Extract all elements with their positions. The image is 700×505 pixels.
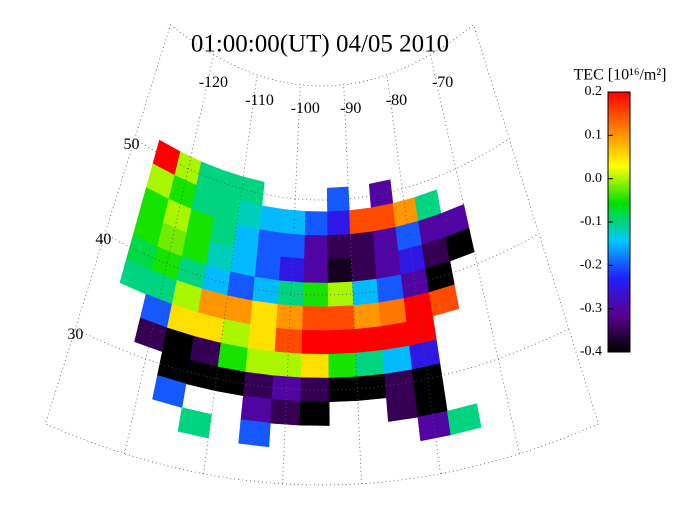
meridian-label: -90	[340, 100, 361, 117]
tec-cell	[328, 352, 357, 379]
tec-cell	[300, 353, 330, 379]
colorbar-tick-label: -0.4	[580, 344, 602, 359]
tec-cell	[259, 205, 285, 234]
tec-cell	[238, 419, 271, 448]
tec-cell	[370, 203, 396, 232]
meridian-label: -100	[291, 100, 320, 117]
tec-cell	[240, 395, 273, 424]
parallel	[104, 233, 540, 296]
tec-cell	[378, 298, 407, 327]
graticule: -120 -110 -100 -90 -80 -70 30 40 50	[45, 24, 599, 486]
colorbar: 0.2 0.1 0.0 -0.1 -0.2 -0.3 -0.4	[580, 84, 631, 359]
tec-cell	[351, 255, 378, 283]
tec-cell	[302, 306, 329, 331]
parallel-label: 30	[67, 326, 83, 343]
tec-cell	[276, 304, 304, 331]
colorbar-label: TEC [10¹⁶/m²]	[574, 67, 667, 84]
tec-cell	[299, 401, 330, 426]
meridian	[282, 84, 301, 484]
meridian-label: -120	[199, 74, 228, 91]
tec-cell	[368, 179, 394, 209]
colorbar-tick-label: -0.2	[580, 258, 602, 273]
tec-cell	[350, 231, 376, 259]
tec-cell	[384, 369, 416, 399]
tec-cell	[177, 407, 212, 439]
tec-cell	[274, 327, 303, 355]
tec-cell	[352, 278, 380, 306]
colorbar-tick-label: 0.0	[585, 171, 603, 186]
tec-cell	[327, 210, 351, 236]
tec-cell	[372, 226, 399, 256]
tec-cell	[279, 256, 305, 283]
meridian-label: -80	[386, 92, 407, 109]
tec-cell	[353, 302, 381, 330]
tec-cell	[270, 399, 301, 426]
meridian	[343, 84, 362, 484]
tec-cell	[257, 229, 283, 258]
tec-cell	[304, 234, 329, 260]
tec-cell	[328, 305, 355, 331]
tec-cell	[303, 258, 329, 284]
tec-cell	[355, 350, 385, 378]
colorbar-tick-label: 0.1	[585, 128, 603, 143]
tec-cell	[380, 321, 410, 351]
colorbar-tick-label: -0.1	[580, 214, 602, 229]
tec-cell	[328, 329, 356, 355]
map-frame	[45, 24, 599, 486]
map-title: 01:00:00(UT) 04/05 2010	[191, 31, 449, 58]
meridian	[124, 54, 215, 454]
meridian	[429, 54, 520, 454]
tec-cell	[254, 253, 282, 281]
tec-cell	[382, 345, 413, 375]
tec-cell	[252, 276, 280, 305]
tec-cell	[300, 377, 330, 403]
tec-cell	[327, 281, 354, 308]
meridian-label: -110	[245, 92, 274, 109]
meridian-label: -70	[432, 74, 453, 91]
parallel-label: 50	[123, 136, 139, 153]
tec-cell	[271, 375, 302, 402]
colorbar-tick-label: -0.3	[580, 301, 602, 316]
parallel	[75, 328, 569, 391]
tec-cell	[428, 284, 460, 317]
tec-cell	[386, 393, 419, 422]
colorbar-tick-label: 0.2	[585, 84, 603, 99]
tec-cell	[250, 300, 279, 329]
parallel	[134, 138, 510, 201]
tec-cell	[327, 257, 353, 284]
tec-cell	[327, 234, 352, 260]
tec-cell	[356, 373, 387, 401]
tec-cell	[354, 326, 383, 354]
tec-cell	[301, 329, 329, 355]
tec-cell	[245, 348, 276, 376]
tec-cell	[374, 250, 402, 280]
tec-cells	[119, 139, 482, 448]
tec-cell	[349, 207, 374, 235]
tec-cell	[447, 403, 482, 436]
tec-cell	[273, 351, 303, 378]
tec-cell	[247, 324, 277, 353]
parallel-label: 40	[95, 231, 111, 248]
tec-cell	[445, 227, 475, 262]
tec-cell	[304, 211, 328, 236]
